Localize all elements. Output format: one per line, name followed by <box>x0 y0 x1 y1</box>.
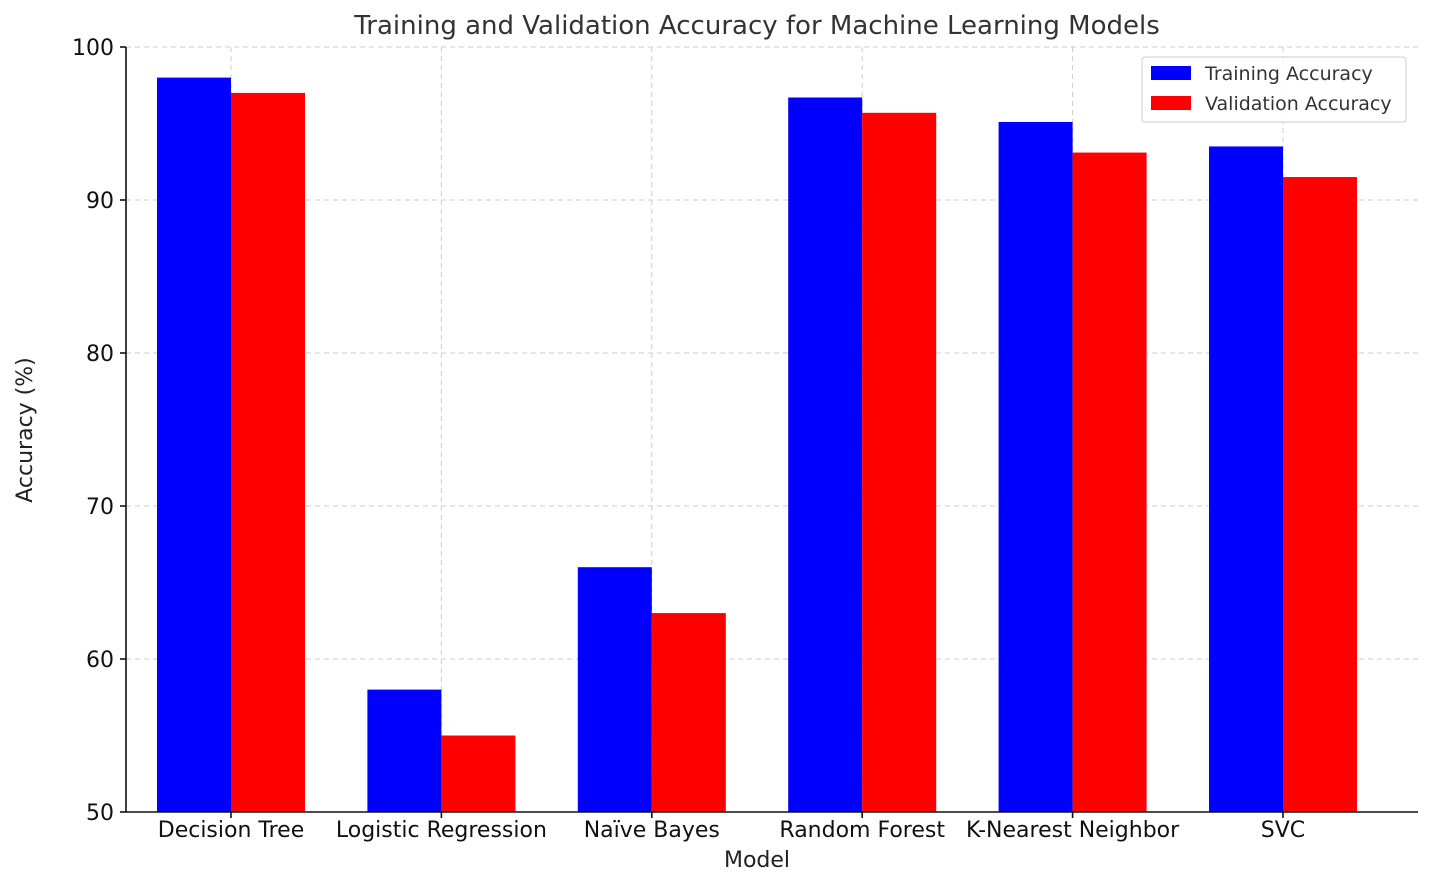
legend-swatch <box>1151 66 1191 80</box>
legend-swatch <box>1151 96 1191 110</box>
legend: Training Accuracy Validation Accuracy <box>1141 56 1407 123</box>
validation-bar-2 <box>651 613 726 812</box>
x-tick-label: K-Nearest Neighbor <box>966 818 1180 843</box>
y-tick-label: 60 <box>86 648 114 673</box>
y-tick-labels: 50 60 70 80 90 100 <box>72 36 126 826</box>
training-bar-5 <box>1209 146 1283 812</box>
x-tick-label: Decision Tree <box>158 818 305 843</box>
y-tick-label: 50 <box>86 801 114 826</box>
y-tick-label: 70 <box>86 495 114 520</box>
x-tick-labels: Decision Tree Logistic Regression Naïve Ba… <box>158 812 1305 843</box>
training-bar-0 <box>157 77 231 813</box>
chart-title: Training and Validation Accuracy for Mac… <box>353 11 1160 41</box>
bars <box>157 77 1357 813</box>
y-tick-label: 80 <box>86 342 114 367</box>
training-bar-2 <box>577 567 652 812</box>
validation-bar-3 <box>862 112 937 813</box>
x-tick-label: Naïve Bayes <box>584 818 720 843</box>
axes <box>125 47 1418 813</box>
training-bar-3 <box>788 97 863 813</box>
training-bar-1 <box>367 689 442 812</box>
validation-bar-5 <box>1283 177 1357 813</box>
legend-label: Validation Accuracy <box>1205 93 1392 115</box>
legend-label: Training Accuracy <box>1204 63 1373 85</box>
y-tick-label: 100 <box>72 36 114 61</box>
x-tick-label: SVC <box>1261 818 1305 843</box>
y-axis-label: Accuracy (%) <box>13 357 38 503</box>
x-tick-label: Random Forest <box>779 818 945 843</box>
legend-box <box>1141 56 1407 123</box>
validation-bar-1 <box>441 735 516 812</box>
x-tick-label: Logistic Regression <box>336 818 547 843</box>
validation-bar-0 <box>231 92 305 812</box>
y-tick-label: 90 <box>86 189 114 214</box>
training-bar-4 <box>998 121 1073 813</box>
validation-bar-4 <box>1072 152 1147 812</box>
x-axis-label: Model <box>724 848 790 873</box>
